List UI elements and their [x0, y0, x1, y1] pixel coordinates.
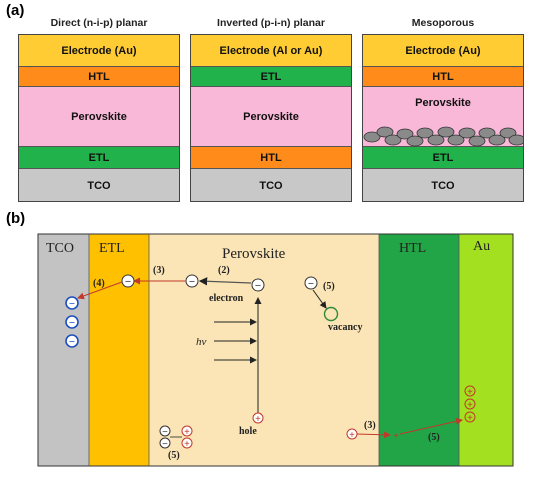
region-label-au: Au	[473, 239, 490, 254]
layer-htl: HTL	[19, 67, 179, 87]
layer-label: Perovskite	[71, 110, 127, 123]
hole-collection-arrow	[399, 417, 463, 435]
layer-htl: HTL	[363, 67, 523, 87]
layer-label: Perovskite	[415, 97, 471, 109]
annotation-step5-left: (5)	[168, 450, 180, 461]
plus-sign: +	[467, 400, 473, 411]
column-title-direct: Direct (n-i-p) planar	[50, 17, 148, 29]
collected-electrons: − − −	[65, 296, 79, 348]
layer-tco: TCO	[19, 169, 179, 201]
layer-label: HTL	[432, 70, 454, 83]
annotation-step3: (3)	[153, 265, 165, 276]
layer-electrode: Electrode (Au)	[363, 35, 523, 67]
layer-perovskite: Perovskite	[191, 87, 351, 147]
plus-sign: +	[467, 387, 473, 398]
trapped-electron-particle	[304, 276, 318, 290]
plus-sign: +	[184, 439, 190, 450]
electron-particle	[251, 278, 265, 292]
annotation-step5-top: (5)	[323, 281, 335, 292]
layer-label: Perovskite	[243, 110, 299, 123]
label-vacancy: vacancy	[328, 322, 362, 333]
layer-etl: ETL	[191, 67, 351, 87]
stack-direct: Electrode (Au) HTL Perovskite ETL TCO	[18, 34, 180, 202]
layer-htl: HTL	[191, 147, 351, 169]
minus-sign: −	[255, 280, 261, 292]
layer-tco: TCO	[363, 169, 523, 201]
plus-sign: +	[255, 414, 261, 425]
diagram-frame	[37, 233, 514, 467]
region-label-etl: ETL	[99, 241, 125, 256]
stack-inverted: Electrode (Al or Au) ETL Perovskite HTL …	[190, 34, 352, 202]
region-label-htl: HTL	[399, 241, 426, 256]
recombination-pair: − + − +	[159, 425, 193, 450]
plus-sign: +	[349, 430, 355, 441]
trap-arrow	[312, 289, 327, 309]
plus-sign: +	[184, 427, 190, 438]
plus-sign: +	[467, 413, 473, 424]
minus-sign: −	[69, 298, 75, 310]
layer-electrode: Electrode (Au)	[19, 35, 179, 67]
layer-label: HTL	[88, 70, 110, 83]
label-electron: electron	[209, 293, 244, 304]
hole-transfer-arrow	[356, 431, 391, 439]
region-htl	[379, 234, 459, 466]
column-title-inverted: Inverted (p-i-n) planar	[217, 17, 325, 29]
annotation-step2: (2)	[218, 265, 230, 276]
minus-sign: −	[69, 336, 75, 348]
electron-collection-arrow	[77, 281, 123, 300]
hole-particle	[252, 412, 264, 424]
minus-sign: −	[308, 278, 314, 290]
panel-b-label: (b)	[6, 210, 26, 227]
region-tco	[38, 234, 89, 466]
annotation-step4: (4)	[93, 278, 105, 289]
region-label-tco: TCO	[46, 241, 74, 256]
layer-label: ETL	[260, 70, 282, 83]
column-title-mesoporous: Mesoporous	[411, 17, 475, 29]
layer-label: ETL	[88, 151, 110, 164]
minus-sign: −	[189, 276, 195, 288]
layer-etl: ETL	[19, 147, 179, 169]
annotation-step5-bottom: (5)	[428, 432, 440, 443]
mesoporous-scaffold-particles	[363, 126, 523, 147]
layer-label: TCO	[259, 180, 283, 192]
region-etl	[89, 234, 149, 466]
electron-extraction-arrow	[198, 277, 252, 286]
layer-label: Electrode (Au)	[405, 44, 481, 57]
layer-tco: TCO	[191, 169, 351, 201]
layer-electrode: Electrode (Al or Au)	[191, 35, 351, 67]
annotation-step3-bottom: (3)	[364, 420, 376, 431]
collected-holes: + + +	[464, 385, 476, 424]
panel-a-label: (a)	[6, 2, 25, 19]
minus-sign: −	[162, 427, 168, 438]
plus-sign: +	[393, 431, 399, 442]
stack-mesoporous: Electrode (Au) HTL Perovskite ETL TCO	[362, 34, 524, 202]
layer-label: HTL	[260, 151, 282, 164]
region-au	[459, 234, 513, 466]
layer-perovskite: Perovskite	[19, 87, 179, 147]
minus-sign: −	[125, 276, 131, 288]
layer-label: TCO	[87, 180, 111, 192]
label-hole: hole	[239, 426, 257, 437]
layer-label: Electrode (Al or Au)	[219, 44, 323, 57]
minus-sign: −	[162, 439, 168, 450]
electron-particle	[121, 274, 135, 288]
layer-label: Electrode (Au)	[61, 44, 137, 57]
layer-label: ETL	[432, 151, 454, 164]
region-label-perovskite: Perovskite	[222, 246, 286, 262]
minus-sign: −	[69, 317, 75, 329]
layer-etl: ETL	[363, 147, 523, 169]
vacancy-site	[323, 306, 339, 322]
layer-label: TCO	[431, 179, 455, 192]
label-hv: hv	[196, 336, 207, 348]
